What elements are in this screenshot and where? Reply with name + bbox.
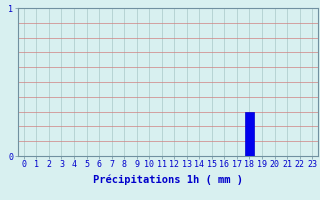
Bar — [245, 112, 254, 156]
X-axis label: Précipitations 1h ( mm ): Précipitations 1h ( mm ) — [93, 175, 243, 185]
